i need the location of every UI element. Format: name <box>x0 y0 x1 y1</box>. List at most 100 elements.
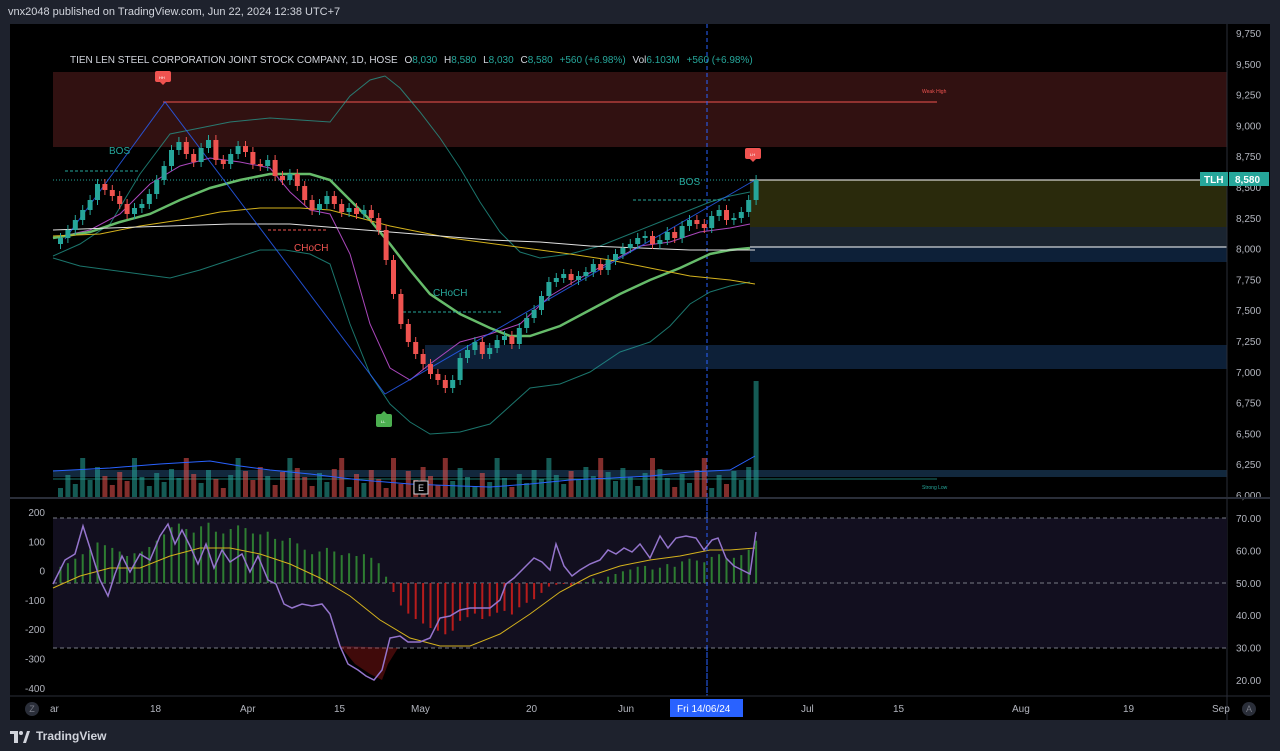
time-axis[interactable]: ar 18 Apr 15 May 20 Jun Jul 15 Aug 19 Sep <box>50 704 1230 715</box>
candle-body <box>650 236 655 244</box>
candle-body <box>368 210 374 218</box>
candle-body <box>132 208 137 214</box>
candle-body <box>509 336 515 344</box>
osc-left-axis: 200 100 0 -100 -200 -300 -400 <box>25 508 45 695</box>
candle-body <box>568 274 574 280</box>
candle-body <box>139 204 145 208</box>
chart-frame[interactable]: Weak High Strong Low BOS CHoCH CHoCH BOS <box>10 24 1270 720</box>
candle-body <box>391 260 396 294</box>
price-tag-price: 8,580 <box>1235 175 1260 186</box>
macd-bar <box>459 583 462 621</box>
candle-body <box>124 204 130 214</box>
osc-right-label: 40.00 <box>1236 611 1261 622</box>
candle-body <box>324 196 330 204</box>
candle-body <box>383 230 389 260</box>
volume-bar <box>361 483 367 498</box>
macd-bar <box>725 558 728 583</box>
candle-body <box>546 282 552 296</box>
volume-bar <box>198 483 204 498</box>
volume-bar <box>657 469 663 498</box>
macd-bar <box>658 567 661 583</box>
chart-canvas[interactable]: Weak High Strong Low BOS CHoCH CHoCH BOS <box>10 24 1270 720</box>
candle-body <box>428 364 433 374</box>
time-axis-label: Jun <box>618 704 634 715</box>
macd-bar <box>407 583 410 614</box>
volume-bar <box>176 478 182 498</box>
oversold-fill <box>340 646 398 680</box>
tv-mark-svg <box>10 731 30 743</box>
legend-o-label: O <box>404 55 413 66</box>
ma-white <box>52 223 755 251</box>
demand-zone <box>425 345 1227 369</box>
time-axis-label: May <box>411 704 430 715</box>
macd-bar <box>422 583 425 624</box>
candle-body <box>672 232 678 238</box>
macd-bar <box>547 583 550 587</box>
macd-bar <box>266 531 269 583</box>
time-axis-label: ar <box>50 704 60 715</box>
volume-bar <box>228 475 234 498</box>
osc-left-label: -300 <box>25 655 45 666</box>
macd-bar <box>747 549 750 583</box>
osc-right-label: 20.00 <box>1236 676 1261 687</box>
earnings-badge[interactable]: E <box>413 480 429 495</box>
volume-bar <box>613 481 618 498</box>
volume-bar <box>694 470 700 498</box>
macd-bar <box>370 557 373 583</box>
publish-text: vnx2048 published on TradingView.com, Ju… <box>8 6 341 18</box>
symbol-legend[interactable]: TIEN LEN STEEL CORPORATION JOINT STOCK C… <box>70 55 753 66</box>
volume-bar <box>102 476 108 498</box>
auto-scale-button[interactable]: A <box>1242 702 1256 716</box>
price-axis-label: 7,000 <box>1236 368 1261 379</box>
candle-body <box>280 176 285 180</box>
candle-body <box>191 154 197 162</box>
volume-bar <box>154 473 160 498</box>
candle-body <box>576 276 581 280</box>
volume-bar <box>553 475 559 498</box>
hh-marker: HH <box>155 71 171 85</box>
footer: TradingView <box>0 720 1280 751</box>
macd-bar <box>444 583 447 635</box>
volume-bar <box>516 474 522 498</box>
volume-bar <box>213 479 219 498</box>
volume-bar <box>206 470 211 498</box>
candle-body <box>472 342 478 350</box>
candle-body <box>687 220 692 226</box>
osc-left-label: 200 <box>28 508 45 519</box>
ema-green-thick <box>52 172 751 338</box>
candle-body <box>376 218 382 230</box>
osc-left-label: 100 <box>28 537 45 548</box>
macd-bar <box>103 545 106 583</box>
price-axis-label: 7,500 <box>1236 306 1261 317</box>
volume-bar <box>272 485 278 498</box>
volume-bar <box>80 458 86 498</box>
macd-bar <box>81 554 84 583</box>
candle-body <box>361 210 367 214</box>
macd-bar <box>89 549 92 583</box>
volume-bar <box>457 468 463 498</box>
tradingview-logo[interactable]: TradingView <box>10 728 106 744</box>
candle-body <box>257 164 263 166</box>
macd-bar <box>414 583 417 619</box>
candle-body <box>87 200 93 210</box>
macd-bar <box>732 557 735 583</box>
candle-body <box>183 142 189 154</box>
candle-body <box>479 342 485 354</box>
macd-bar <box>533 583 536 600</box>
lh-label: LH <box>750 152 755 157</box>
macd-bar <box>503 583 506 611</box>
legend-volume: 6.103M <box>646 55 680 66</box>
candle-body <box>465 350 470 358</box>
price-axis[interactable]: 9,750 9,500 9,250 9,000 8,750 8,500 8,250 8,000… <box>1236 29 1261 502</box>
bos-label-1: BOS <box>109 146 130 157</box>
crosshair-date: Fri 14/06/24 <box>677 704 731 715</box>
time-axis-label: 15 <box>334 704 346 715</box>
candle-body <box>709 216 715 228</box>
zoom-reset-button[interactable]: Z <box>25 702 39 716</box>
macd-bar <box>251 533 254 583</box>
volume-bar <box>72 484 78 498</box>
price-axis-label: 9,000 <box>1236 121 1261 132</box>
volume-bar <box>169 469 174 498</box>
macd-bar <box>59 566 62 583</box>
osc-right-axis[interactable]: 70.00 60.00 50.00 40.00 30.00 20.00 <box>1236 514 1261 687</box>
